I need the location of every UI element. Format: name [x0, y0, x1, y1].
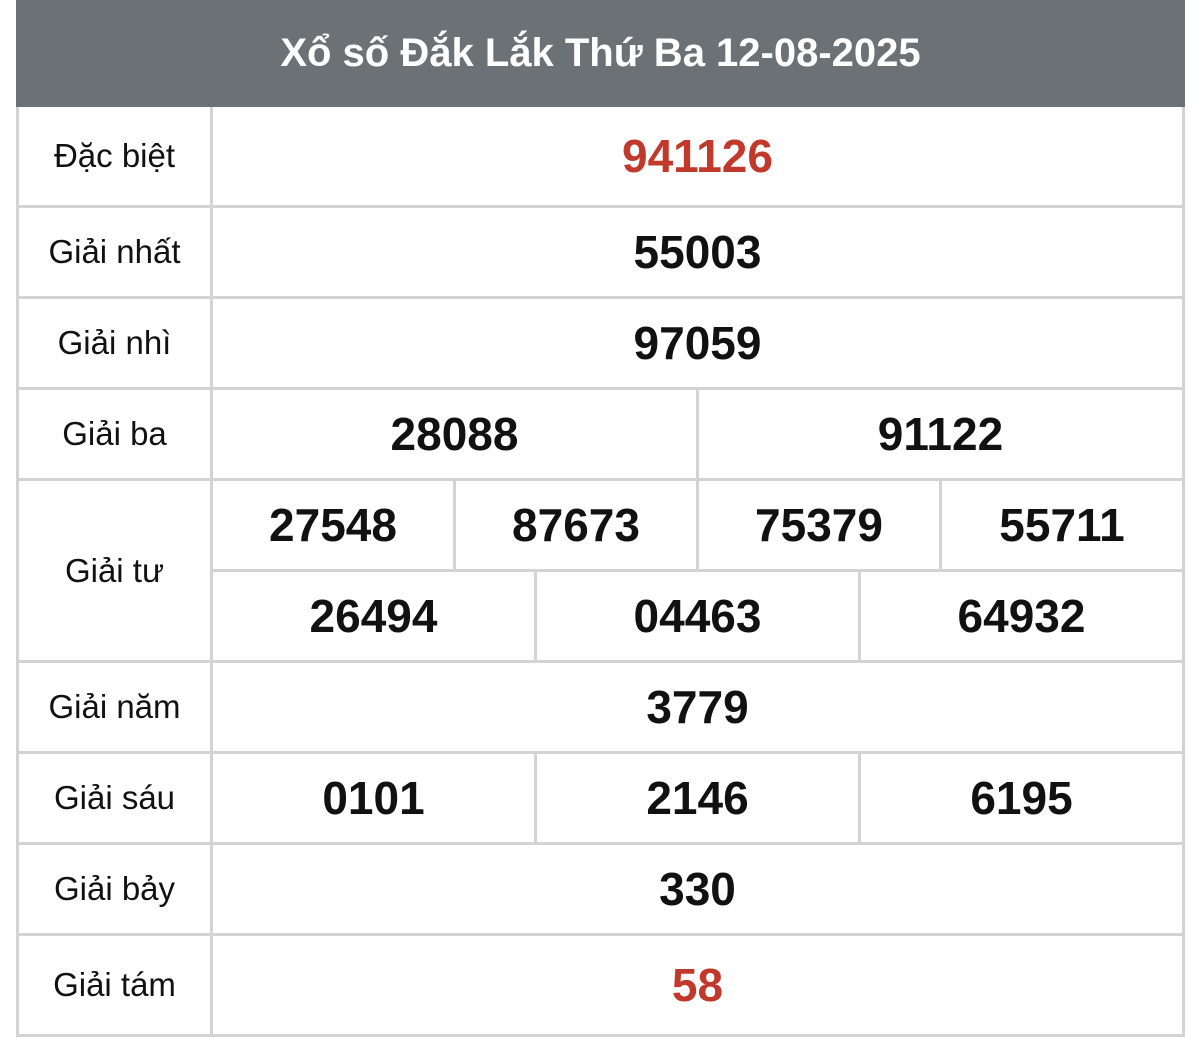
prize-number: 55003 — [633, 226, 762, 278]
prize-values: 941126 — [213, 107, 1182, 205]
prize-number-row: 0101 2146 6195 — [213, 754, 1182, 842]
prize-label: Giải nhì — [19, 299, 213, 387]
prize-values: 3779 — [213, 663, 1182, 751]
prize-label: Giải ba — [19, 390, 213, 478]
prize-label: Giải bảy — [19, 845, 213, 933]
prize-label: Giải năm — [19, 663, 213, 751]
prize-number-row: 55003 — [213, 208, 1182, 296]
prize-number: 26494 — [309, 590, 438, 642]
prize-values: 55003 — [213, 208, 1182, 296]
prize-number: 58 — [671, 959, 724, 1011]
prize-label: Đặc biệt — [19, 107, 213, 205]
prize-label: Giải sáu — [19, 754, 213, 842]
prize-values: 28088 91122 — [213, 390, 1182, 478]
prize-number-row: 941126 — [213, 107, 1182, 205]
prize-row-seventh: Giải bảy 330 — [16, 845, 1185, 936]
prize-number: 97059 — [633, 317, 762, 369]
prize-number-row: 58 — [213, 936, 1182, 1034]
prize-number: 55711 — [939, 481, 1182, 569]
prize-row-sixth: Giải sáu 0101 2146 6195 — [16, 754, 1185, 845]
prize-row-fifth: Giải năm 3779 — [16, 663, 1185, 754]
prize-values: 330 — [213, 845, 1182, 933]
prize-values: 58 — [213, 936, 1182, 1034]
prize-number-row: 28088 91122 — [213, 390, 1182, 478]
prize-number: 0101 — [322, 772, 425, 824]
prize-number: 941126 — [622, 130, 773, 182]
prize-row-fourth: Giải tư 27548 87673 75379 55711 26494 04463 649… — [16, 481, 1185, 663]
prize-row-second: Giải nhì 97059 — [16, 299, 1185, 390]
prize-values: 27548 87673 75379 55711 26494 04463 64932 — [213, 481, 1182, 660]
prize-number: 3779 — [646, 681, 749, 733]
prize-number: 28088 — [390, 408, 519, 460]
prize-number: 330 — [659, 863, 736, 915]
prize-number: 64932 — [858, 572, 1182, 660]
prize-number: 75379 — [696, 481, 939, 569]
prize-row-third: Giải ba 28088 91122 — [16, 390, 1185, 481]
prize-row-special: Đặc biệt 941126 — [16, 107, 1185, 208]
prize-label: Giải tám — [19, 936, 213, 1034]
prize-values: 0101 2146 6195 — [213, 754, 1182, 842]
prize-number: 27548 — [269, 499, 397, 551]
prize-row-first: Giải nhất 55003 — [16, 208, 1185, 299]
prize-number: 91122 — [696, 390, 1182, 478]
prize-label: Giải nhất — [19, 208, 213, 296]
prize-number-row: 3779 — [213, 663, 1182, 751]
page-title: Xổ số Đắk Lắk Thứ Ba 12-08-2025 — [16, 0, 1185, 107]
prize-number-row: 26494 04463 64932 — [213, 569, 1182, 660]
lottery-results-table: Xổ số Đắk Lắk Thứ Ba 12-08-2025 Đặc biệt… — [16, 0, 1185, 1037]
prize-number: 6195 — [858, 754, 1182, 842]
prize-number-row: 97059 — [213, 299, 1182, 387]
prize-number: 04463 — [534, 572, 858, 660]
prize-number: 87673 — [453, 481, 696, 569]
prize-values: 97059 — [213, 299, 1182, 387]
prize-number-row: 330 — [213, 845, 1182, 933]
prize-label: Giải tư — [19, 481, 213, 660]
prize-row-eighth: Giải tám 58 — [16, 936, 1185, 1037]
prize-number-row: 27548 87673 75379 55711 — [213, 481, 1182, 569]
prize-number: 2146 — [534, 754, 858, 842]
